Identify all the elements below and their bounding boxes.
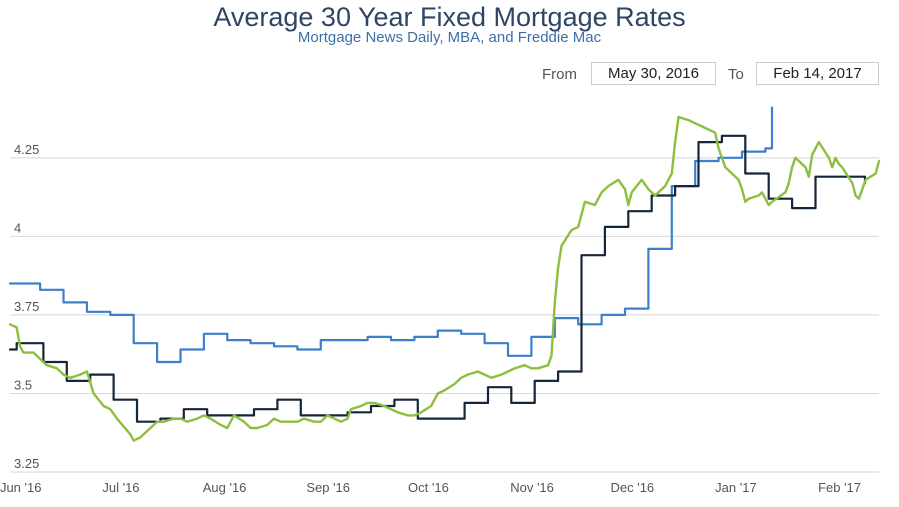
series-layer <box>8 106 881 442</box>
series-line-2 <box>8 115 881 442</box>
x-tick-label: Sep '16 <box>306 480 350 495</box>
chart-subtitle: Mortgage News Daily, MBA, and Freddie Ma… <box>297 29 602 46</box>
x-tick-label: Jun '16 <box>0 480 41 495</box>
x-axis: Jun '16 Jul '16 Aug '16 Sep '16 Oct '16 Nov '… <box>0 471 879 495</box>
x-tick-label: Jul '16 <box>102 480 139 495</box>
range-from-label: From <box>542 66 577 83</box>
x-tick-label: Nov '16 <box>510 480 554 495</box>
y-axis: 3.25 3.5 3.75 4 4.25 <box>14 142 39 471</box>
chart-title: Average 30 Year Fixed Mortgage Rates <box>213 2 686 32</box>
y-tick-label: 4.25 <box>14 142 39 157</box>
x-tick-label: Feb '17 <box>818 480 861 495</box>
x-tick-label: Aug '16 <box>203 480 247 495</box>
series-line-0 <box>8 106 774 364</box>
y-tick-label: 3.5 <box>14 377 32 392</box>
series-line-1 <box>8 134 867 423</box>
x-tick-label: Jan '17 <box>715 480 757 495</box>
range-to-input[interactable] <box>756 62 879 85</box>
grid-lines <box>10 157 879 394</box>
range-to-label: To <box>728 66 744 83</box>
range-from-input[interactable] <box>591 62 716 85</box>
y-tick-label: 4 <box>14 220 21 235</box>
y-tick-label: 3.75 <box>14 299 39 314</box>
x-tick-label: Dec '16 <box>610 480 654 495</box>
y-tick-label: 3.25 <box>14 456 39 471</box>
x-tick-label: Oct '16 <box>408 480 449 495</box>
